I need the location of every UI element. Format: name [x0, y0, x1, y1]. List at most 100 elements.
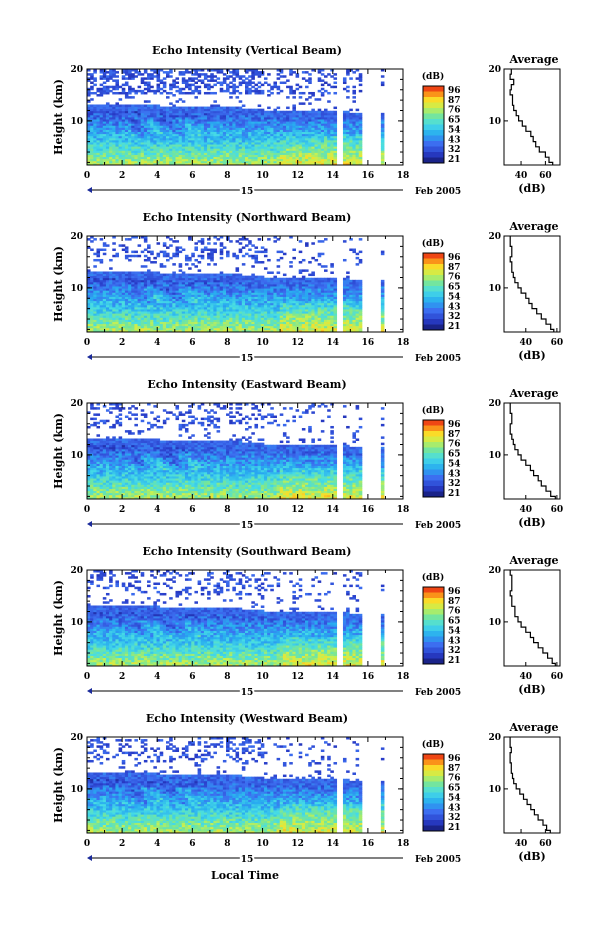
heatmap-cell	[305, 98, 309, 100]
heatmap-cell	[87, 269, 91, 271]
heatmap-cell	[226, 75, 230, 77]
heatmap-cell	[213, 274, 217, 276]
heatmap-cell	[213, 242, 217, 244]
heatmap-cell	[356, 77, 360, 79]
heatmap-cell	[147, 73, 151, 75]
heatmap-cell	[213, 79, 217, 81]
heatmap-cell	[138, 104, 142, 106]
heatmap-cell	[327, 92, 331, 94]
colorbar-segment	[423, 152, 444, 158]
heatmap-cell	[242, 246, 246, 248]
heatmap-cell	[248, 109, 252, 111]
heatmap-cell	[198, 261, 202, 263]
heatmap-cell	[277, 107, 281, 109]
heatmap-cell	[128, 96, 132, 98]
heatmap-cell	[179, 263, 183, 265]
heatmap-cell	[100, 259, 104, 261]
heatmap-cell	[207, 249, 211, 251]
heatmap-cell	[273, 109, 277, 111]
heatmap-cell	[141, 271, 145, 273]
heatmap-cell	[217, 77, 221, 79]
heatmap-cell	[261, 90, 265, 92]
heatmap-cell	[232, 274, 236, 276]
heatmap-cell	[299, 111, 303, 113]
heatmap-cell	[239, 274, 243, 276]
heatmap-cell	[125, 238, 129, 240]
heatmap-cell	[318, 98, 322, 100]
heatmap-cell	[204, 274, 208, 276]
heatmap-cell	[311, 109, 315, 111]
x-tick-label: 8	[224, 171, 230, 181]
heatmap-cell	[349, 113, 353, 115]
average-frame	[504, 69, 560, 165]
x-tick-label: 14	[327, 171, 340, 181]
heatmap-cell	[308, 96, 312, 98]
heatmap-cell	[191, 253, 195, 255]
heatmap-cell	[305, 111, 309, 113]
heatmap-cell	[292, 96, 296, 98]
heatmap-cell	[254, 251, 258, 253]
heatmap-cell	[251, 265, 255, 267]
heatmap-cell	[213, 263, 217, 265]
heatmap-cell	[169, 257, 173, 259]
heatmap-cell	[267, 278, 271, 280]
heatmap-cell	[210, 73, 214, 75]
heatmap-cell	[185, 255, 189, 257]
heatmap-cell	[90, 86, 94, 88]
heatmap-cell	[267, 107, 271, 109]
x-tick-label: 10	[256, 171, 269, 181]
colorbar-tick-label: 43	[448, 135, 461, 145]
heatmap-cell	[327, 111, 331, 113]
heatmap-cell	[144, 255, 148, 257]
heatmap-cell	[163, 242, 167, 244]
heatmap-cell	[182, 77, 186, 79]
heatmap-cell	[229, 240, 233, 242]
heatmap-cell	[163, 90, 167, 92]
heatmap-cell	[226, 274, 230, 276]
heatmap-cell	[119, 98, 123, 100]
heatmap-cell	[251, 82, 255, 84]
heatmap-cell	[191, 73, 195, 75]
heatmap-cell	[273, 276, 277, 278]
heatmap-cell	[283, 82, 287, 84]
heatmap-cell	[100, 249, 104, 251]
heatmap-cell	[270, 278, 274, 280]
heatmap-cell	[112, 271, 116, 273]
heatmap-cell	[223, 274, 227, 276]
heatmap-cell	[194, 77, 198, 79]
heatmap-cell	[144, 271, 148, 273]
heatmap-cell	[87, 238, 91, 240]
heatmap-cell	[131, 88, 135, 90]
heatmap-cell	[122, 244, 126, 246]
heatmap-cell	[100, 88, 104, 90]
heatmap-cell	[147, 82, 151, 84]
heatmap-cell	[261, 261, 265, 263]
heatmap-cell	[201, 79, 205, 81]
heatmap-cell	[134, 104, 138, 106]
heatmap-cell	[239, 100, 243, 102]
heatmap-cell	[296, 88, 300, 90]
colorbar-segment	[423, 92, 444, 98]
heatmap-cell	[169, 107, 173, 109]
heatmap-cell	[258, 238, 262, 240]
heatmap-cell	[194, 259, 198, 261]
heatmap-cell	[305, 79, 309, 81]
heatmap-cell	[229, 96, 233, 98]
colorbar-segment	[423, 130, 444, 136]
heatmap-cell	[198, 73, 202, 75]
heatmap-cell	[270, 86, 274, 88]
heatmap-cell	[160, 88, 164, 90]
heatmap-cell	[258, 261, 262, 263]
heatmap-cell	[213, 249, 217, 251]
heatmap-cell	[150, 261, 154, 263]
average-y-tick-label: 20	[488, 65, 501, 75]
heatmap-cell	[198, 90, 202, 92]
heatmap-cell	[236, 90, 240, 92]
heatmap-cell	[157, 104, 161, 106]
heatmap-cell	[286, 86, 290, 88]
heatmap-cell	[232, 77, 236, 79]
heatmap-cell	[264, 249, 268, 251]
heatmap-cell	[191, 274, 195, 276]
heatmap-cell	[321, 84, 325, 86]
heatmap-cell	[160, 107, 164, 109]
